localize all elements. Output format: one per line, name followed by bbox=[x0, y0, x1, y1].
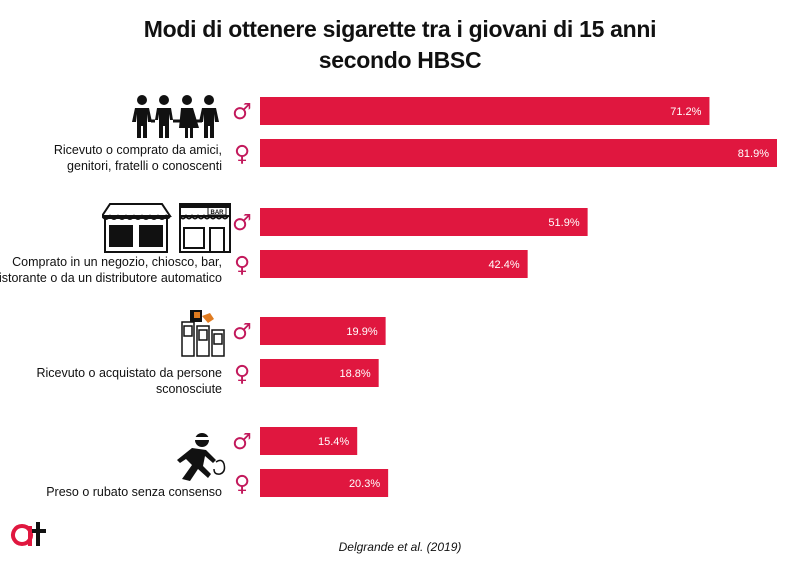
bar-male bbox=[260, 97, 710, 125]
male-symbol-icon: ♂ bbox=[232, 211, 252, 236]
bar-value-label: 81.9% bbox=[738, 148, 769, 160]
male-symbol-icon: ♂ bbox=[232, 100, 252, 125]
category-label-friends: Ricevuto o comprato da amici, genitori, … bbox=[0, 142, 222, 174]
brand-logo bbox=[11, 522, 46, 546]
category-label-shop: Comprato in un negozio, chiosco, bar, ri… bbox=[0, 254, 222, 286]
shop-sign-text: BAR bbox=[211, 210, 225, 216]
bar-female bbox=[260, 139, 777, 167]
female-symbol-icon: ♀ bbox=[234, 362, 250, 387]
bar-male bbox=[260, 427, 358, 455]
thief-running-icon bbox=[177, 433, 226, 481]
bar-female bbox=[260, 469, 389, 497]
bar-value-label: 42.4% bbox=[488, 259, 519, 271]
bar-male bbox=[260, 317, 386, 345]
bar-female bbox=[260, 250, 528, 278]
source-citation: Delgrande et al. (2019) bbox=[338, 540, 462, 554]
bar-value-label: 19.9% bbox=[346, 326, 377, 338]
category-label-line: sconosciute bbox=[155, 382, 222, 396]
category-label-strangers: Ricevuto o acquistato da persone sconosc… bbox=[0, 365, 222, 397]
bar-value-label: 51.9% bbox=[548, 217, 579, 229]
category-label-line: Ricevuto o acquistato da persone bbox=[36, 366, 222, 380]
male-symbol-icon: ♂ bbox=[232, 320, 252, 345]
bar-male bbox=[260, 208, 588, 236]
category-label-line: Ricevuto o comprato da amici, bbox=[53, 143, 222, 157]
category-label-stolen: Preso o rubato senza consenso bbox=[0, 484, 222, 500]
chart-title-line-1: Modi di ottenere sigarette tra i giovani… bbox=[143, 16, 657, 42]
category-label-line: genitori, fratelli o conoscenti bbox=[67, 159, 222, 173]
chart-title-line-2: secondo HBSC bbox=[318, 47, 482, 73]
female-symbol-icon: ♀ bbox=[234, 253, 250, 278]
category-label-line: Preso o rubato senza consenso bbox=[46, 485, 222, 499]
vending-machine-icon bbox=[181, 310, 225, 357]
chart-title: Modi di ottenere sigarette tra i giovani… bbox=[0, 14, 800, 76]
bar-female bbox=[260, 359, 379, 387]
family-group-icon bbox=[132, 95, 219, 138]
category-label-line: ristorante o da un distributore automati… bbox=[0, 271, 222, 285]
bar-value-label: 20.3% bbox=[349, 478, 380, 490]
shop-storefront-icon: BAR bbox=[102, 203, 231, 253]
bar-value-label: 18.8% bbox=[339, 368, 370, 380]
female-symbol-icon: ♀ bbox=[234, 142, 250, 167]
category-label-line: Comprato in un negozio, chiosco, bar, bbox=[12, 255, 222, 269]
bar-value-label: 71.2% bbox=[670, 106, 701, 118]
female-symbol-icon: ♀ bbox=[234, 472, 250, 497]
bar-value-label: 15.4% bbox=[318, 436, 349, 448]
male-symbol-icon: ♂ bbox=[232, 430, 252, 455]
